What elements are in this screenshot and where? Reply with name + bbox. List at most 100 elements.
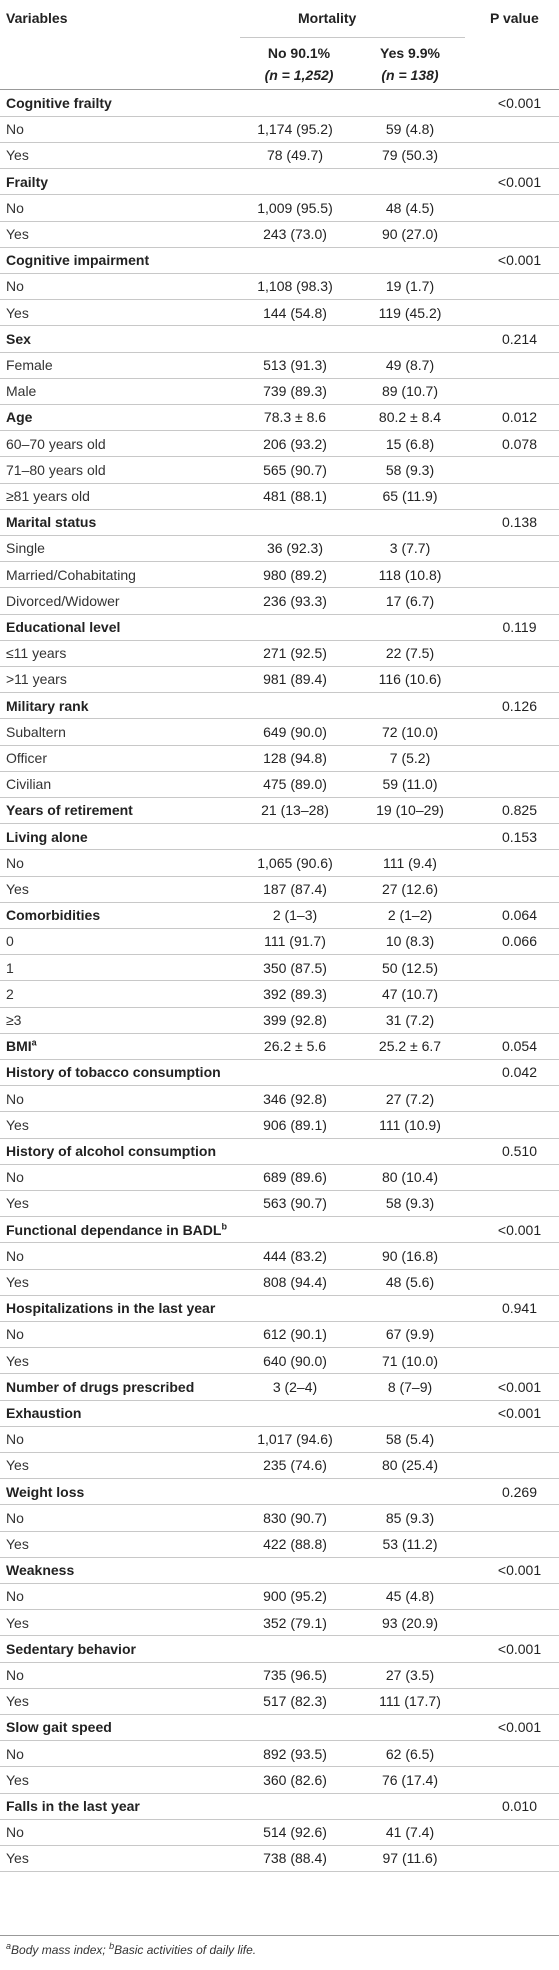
row-label: Yes	[6, 881, 29, 897]
row-divider	[0, 1740, 559, 1742]
table-row: Yes 808 (94.4) 48 (5.6)	[0, 1269, 559, 1295]
row-p-value: <0.001	[497, 1719, 542, 1736]
row-label: No	[6, 854, 24, 871]
row-no-value: 444 (83.2)	[263, 1247, 327, 1264]
row-yes-value: 65 (11.9)	[382, 488, 438, 504]
row-yes-value: 10 (8.3)	[385, 933, 435, 950]
row-divider	[0, 980, 559, 982]
row-yes-value: 58 (9.3)	[385, 461, 435, 478]
row-no-value: 346 (92.8)	[263, 1090, 327, 1107]
table-row: No 1,009 (95.5) 48 (4.5)	[0, 195, 559, 221]
table-row: Single 36 (92.3) 3 (7.7)	[0, 535, 559, 561]
table-row: Officer 128 (94.8) 7 (5.2)	[0, 745, 559, 771]
table-row: 2 392 (89.3) 47 (10.7)	[0, 981, 559, 1007]
row-label: No	[6, 121, 24, 138]
row-divider	[0, 823, 559, 825]
row-no-value: 399 (92.8)	[263, 1012, 327, 1028]
row-divider	[0, 351, 559, 353]
row-yes-value: 45 (4.8)	[385, 1588, 435, 1605]
footnote-b-mark: b	[109, 1941, 115, 1951]
row-p-value: <0.001	[497, 1221, 542, 1238]
row-divider	[0, 534, 559, 536]
row-yes-value: 111 (9.4)	[383, 854, 437, 871]
row-label: No	[6, 1588, 24, 1605]
row-label: Yes	[6, 147, 29, 164]
row-label: BMIa	[6, 1037, 37, 1055]
footnote-a-mark: a	[6, 1941, 12, 1951]
row-no-value: 649 (90.0)	[263, 723, 327, 740]
row-label: Yes	[6, 1771, 29, 1788]
row-no-value: 738 (88.4)	[263, 1850, 327, 1867]
row-label: Falls in the last year	[6, 1798, 140, 1814]
row-divider	[0, 1818, 559, 1820]
row-p-value: 0.119	[502, 619, 537, 635]
row-no-value: 206 (93.2)	[263, 435, 327, 452]
row-label: Slow gait speed	[6, 1719, 112, 1736]
row-yes-value: 3 (7.7)	[389, 540, 431, 557]
row-divider	[0, 561, 559, 563]
table-row: Yes 517 (82.3) 111 (17.7)	[0, 1688, 559, 1714]
row-no-value: 26.2 ± 5.6	[263, 1038, 327, 1055]
row-yes-value: 17 (6.7)	[385, 592, 435, 609]
table-row: Yes 738 (88.4) 97 (11.6)	[0, 1845, 559, 1871]
table-row-group: Number of drugs prescribed 3 (2–4) 8 (7–9)…	[0, 1374, 559, 1400]
row-divider	[0, 1609, 559, 1611]
row-divider	[0, 1242, 559, 1244]
table-row-group: Falls in the last year 0.010	[0, 1793, 559, 1819]
row-p-value: <0.001	[497, 252, 542, 269]
row-label: No	[6, 1431, 24, 1448]
row-yes-value: 97 (11.6)	[382, 1850, 438, 1867]
row-p-value: 0.510	[501, 1143, 538, 1159]
table-row-group: Military rank 0.126	[0, 693, 559, 719]
row-label-superscript: b	[221, 1220, 227, 1231]
row-divider	[0, 1373, 559, 1375]
footnote: aBody mass index; bBasic activities of d…	[6, 1941, 256, 1958]
row-p-value: 0.066	[501, 933, 538, 950]
row-divider	[0, 194, 559, 196]
table-row: Male 739 (89.3) 89 (10.7)	[0, 378, 559, 404]
row-no-value: 640 (90.0)	[263, 1352, 327, 1369]
table-row: Yes 235 (74.6) 80 (25.4)	[0, 1452, 559, 1478]
row-label: Male	[6, 383, 37, 400]
row-p-value: <0.001	[497, 173, 542, 190]
row-yes-value: 47 (10.7)	[381, 985, 439, 1002]
row-no-value: 689 (89.6)	[263, 1169, 327, 1186]
row-divider	[0, 692, 559, 694]
row-divider	[0, 1792, 559, 1794]
row-divider	[0, 1635, 559, 1637]
table-row: No 444 (83.2) 90 (16.8)	[0, 1243, 559, 1269]
row-divider	[0, 1425, 559, 1427]
row-label: Yes	[6, 1195, 29, 1212]
row-label: Yes	[6, 1536, 29, 1552]
row-no-value: 981 (89.4)	[263, 671, 327, 688]
row-p-value: 0.042	[501, 1064, 538, 1081]
row-yes-value: 58 (9.3)	[385, 1195, 435, 1212]
table-row: Female 513 (91.3) 49 (8.7)	[0, 352, 559, 378]
row-p-value: <0.001	[497, 1405, 542, 1421]
row-divider	[0, 1137, 559, 1139]
row-divider	[0, 1556, 559, 1558]
footnote-a-text: Body mass index;	[11, 1943, 110, 1957]
row-label: Cognitive frailty	[6, 95, 112, 111]
row-no-value: 906 (89.1)	[263, 1116, 327, 1133]
row-no-value: 21 (13–28)	[261, 802, 329, 819]
row-no-value: 808 (94.4)	[263, 1274, 327, 1290]
table-row: Yes 563 (90.7) 58 (9.3)	[0, 1190, 559, 1216]
row-no-value: 422 (88.8)	[263, 1536, 327, 1552]
row-label: Female	[6, 357, 53, 373]
row-no-value: 187 (87.4)	[263, 881, 327, 897]
row-label: Functional dependance in BADLb	[6, 1220, 227, 1238]
row-divider	[0, 220, 559, 222]
row-divider	[0, 1294, 559, 1296]
row-label: Yes	[6, 1116, 29, 1133]
row-yes-value: 111 (10.9)	[379, 1116, 441, 1133]
table-row-group: History of alcohol consumption 0.510	[0, 1138, 559, 1164]
row-no-value: 517 (82.3)	[263, 1693, 327, 1710]
row-label: ≤11 years	[6, 645, 67, 662]
row-divider	[0, 849, 559, 851]
row-label: No	[6, 1169, 24, 1186]
row-label: 71–80 years old	[6, 461, 106, 478]
table-row: No 830 (90.7) 85 (9.3)	[0, 1505, 559, 1531]
row-yes-value: 22 (7.5)	[385, 645, 435, 662]
